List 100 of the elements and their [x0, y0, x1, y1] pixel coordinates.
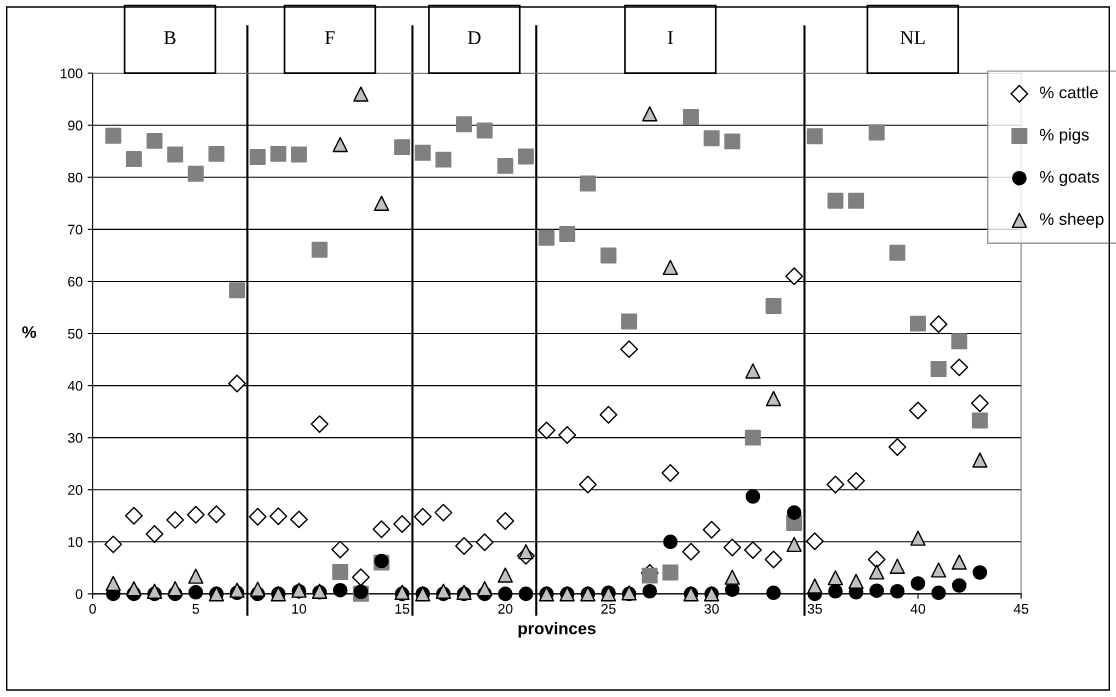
- point: [890, 583, 905, 599]
- point: [373, 195, 390, 211]
- x-tick-label: 25: [601, 603, 616, 614]
- point: [703, 130, 720, 147]
- point: [807, 578, 823, 594]
- point: [537, 421, 556, 440]
- point: [970, 394, 989, 413]
- point: [889, 558, 905, 574]
- point: [414, 144, 431, 161]
- point: [579, 175, 596, 192]
- y-tick-label: 60: [68, 276, 83, 287]
- point: [826, 475, 845, 494]
- point: [909, 315, 926, 332]
- x-tick-label: 40: [910, 603, 926, 614]
- point: [785, 267, 804, 286]
- x-tick-label: 10: [292, 603, 307, 614]
- point: [331, 540, 350, 559]
- point: [745, 363, 761, 379]
- point: [498, 586, 513, 602]
- point: [662, 259, 679, 276]
- point: [743, 541, 762, 560]
- point: [310, 415, 329, 434]
- point: [332, 136, 348, 153]
- point: [393, 515, 412, 533]
- point: [889, 244, 906, 261]
- x-tick-label: 20: [498, 603, 513, 614]
- point: [972, 565, 988, 580]
- point: [146, 132, 163, 149]
- point: [951, 554, 967, 570]
- x-axis-title: provinces: [518, 622, 596, 638]
- point: [518, 544, 534, 560]
- y-tick-label: 70: [68, 224, 83, 235]
- point: [888, 438, 907, 456]
- text: I: [667, 31, 673, 45]
- point: [766, 585, 781, 601]
- point: [186, 505, 205, 524]
- point: [105, 127, 122, 144]
- point: [126, 580, 142, 597]
- point: [805, 532, 824, 551]
- point: [867, 550, 886, 569]
- point: [931, 585, 946, 601]
- point: [332, 563, 349, 580]
- point: [661, 464, 680, 482]
- x-tick-label: 30: [704, 603, 719, 614]
- point: [642, 106, 658, 122]
- point: [290, 146, 307, 163]
- y-tick-label: 50: [68, 328, 83, 339]
- point: [456, 116, 473, 133]
- point: [455, 537, 473, 555]
- point: [930, 562, 947, 578]
- point: [124, 506, 143, 525]
- point: [724, 133, 741, 150]
- point: [930, 360, 947, 377]
- point: [145, 525, 164, 543]
- point: [228, 374, 246, 393]
- y-tick-label: 40: [67, 380, 83, 391]
- point: [869, 583, 884, 599]
- point: [806, 128, 823, 145]
- point: [827, 192, 844, 209]
- point: [477, 580, 493, 597]
- point: [559, 226, 576, 243]
- y-tick-label: 100: [60, 68, 83, 79]
- y-tick-label: 80: [68, 172, 83, 183]
- point: [702, 520, 721, 539]
- point: [435, 151, 452, 168]
- point: [187, 165, 204, 182]
- point: [765, 390, 782, 407]
- point: [972, 452, 988, 468]
- point: [723, 538, 742, 557]
- point: [476, 122, 493, 139]
- point: [496, 512, 515, 530]
- point: [848, 573, 864, 589]
- point: [724, 569, 740, 585]
- point: [434, 503, 453, 522]
- text: F: [325, 31, 335, 45]
- point: [745, 489, 761, 504]
- point: [188, 568, 204, 584]
- point: [827, 570, 844, 586]
- point: [394, 139, 411, 156]
- point: [786, 536, 802, 553]
- point: [868, 124, 885, 141]
- text: B: [164, 31, 176, 45]
- point: [125, 151, 142, 168]
- point: [167, 146, 184, 163]
- point: [910, 530, 926, 546]
- legend-label: % pigs: [1039, 128, 1089, 144]
- point: [105, 575, 121, 592]
- point: [744, 429, 761, 446]
- point: [353, 86, 369, 102]
- point: [971, 412, 988, 429]
- point: [104, 535, 123, 554]
- point: [249, 149, 266, 165]
- y-axis-title: %: [22, 326, 37, 338]
- point: [910, 576, 926, 591]
- point: [248, 507, 267, 526]
- point: [951, 578, 967, 593]
- point: [250, 581, 266, 597]
- point: [475, 533, 494, 552]
- x-tick-label: 5: [192, 604, 200, 614]
- point: [847, 471, 865, 490]
